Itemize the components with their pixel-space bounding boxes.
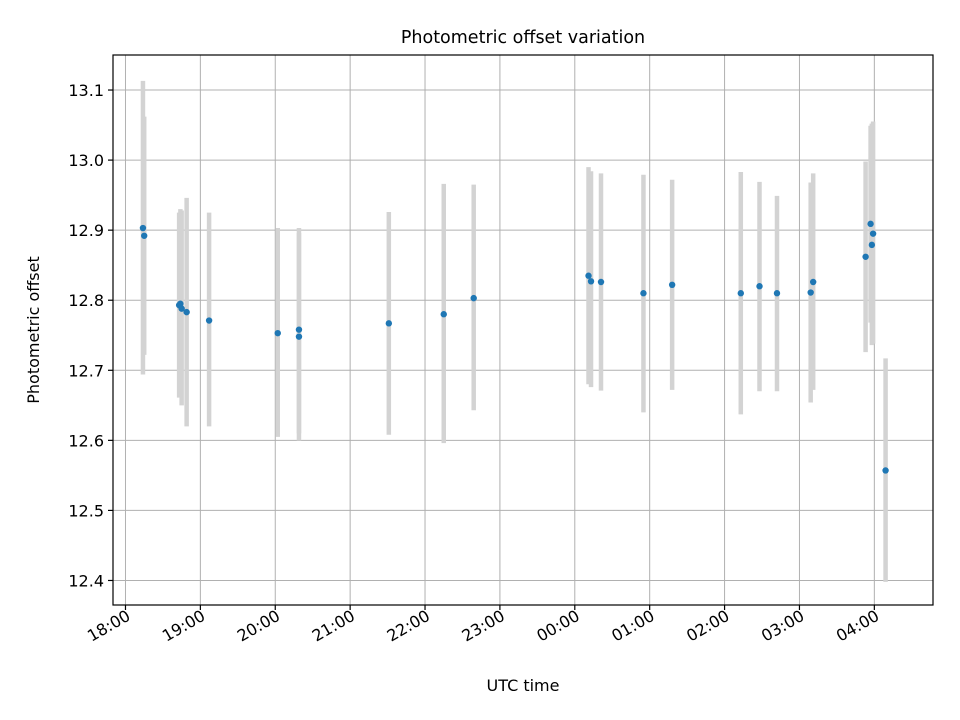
data-point: [274, 329, 281, 337]
y-tick-label: 12.5: [68, 501, 104, 520]
x-tick-label: 02:00: [683, 606, 732, 646]
data-point: [178, 305, 185, 312]
data-point: [139, 224, 147, 232]
x-tick-label: 21:00: [309, 606, 358, 646]
data-point: [205, 317, 213, 324]
y-tick-label: 12.8: [68, 291, 104, 310]
y-tick-label: 12.9: [68, 221, 104, 240]
data-point: [385, 320, 393, 327]
data-point: [587, 278, 595, 285]
data-point: [177, 300, 184, 307]
y-tick-label: 12.6: [68, 431, 104, 450]
data-point: [756, 283, 763, 290]
y-tick-label: 13.0: [68, 151, 104, 170]
data-point: [868, 241, 876, 249]
y-tick-label: 12.4: [68, 571, 104, 590]
grid: [113, 55, 933, 605]
y-tick-label: 12.7: [68, 361, 104, 380]
y-axis-label: Photometric offset: [24, 256, 43, 404]
error-bars: [140, 80, 888, 582]
plot-frame: [112, 54, 934, 606]
chart-title: Photometric offset variation: [401, 28, 645, 48]
data-point: [862, 253, 869, 260]
data-point: [183, 308, 190, 316]
data-point: [869, 230, 877, 237]
data-point: [809, 278, 817, 286]
y-axis-ticks: 12.4 12.5 12.6 12.7 12.8 12.9 13.0 13.1: [68, 81, 113, 590]
x-tick-label: 00:00: [533, 606, 582, 646]
x-tick-label: 03:00: [758, 606, 807, 646]
x-axis-ticks: 18:00 19:00 20:00 21:00 22:00 23:00 00:00 01:00…: [84, 605, 882, 646]
data-point: [295, 326, 303, 333]
data-point: [597, 278, 605, 286]
x-tick-label: 22:00: [384, 606, 433, 646]
data-point: [773, 290, 781, 297]
x-axis-label: UTC time: [487, 676, 560, 695]
x-tick-label: 19:00: [159, 606, 208, 646]
data-point: [882, 467, 889, 474]
data-point: [737, 290, 744, 297]
data-point: [668, 281, 676, 289]
x-tick-label: 23:00: [458, 606, 507, 646]
data-point: [640, 290, 647, 297]
x-tick-label: 18:00: [84, 606, 133, 646]
x-tick-label: 20:00: [234, 606, 283, 646]
y-tick-label: 13.1: [68, 81, 104, 100]
x-tick-label: 04:00: [833, 606, 882, 646]
data-point: [295, 333, 303, 340]
data-point: [867, 220, 874, 228]
data-point: [141, 232, 148, 239]
data-point: [585, 272, 592, 279]
data-points: [139, 220, 889, 474]
data-point: [470, 294, 477, 302]
data-point: [807, 289, 814, 296]
x-tick-label: 01:00: [608, 606, 657, 646]
data-point: [440, 311, 447, 318]
